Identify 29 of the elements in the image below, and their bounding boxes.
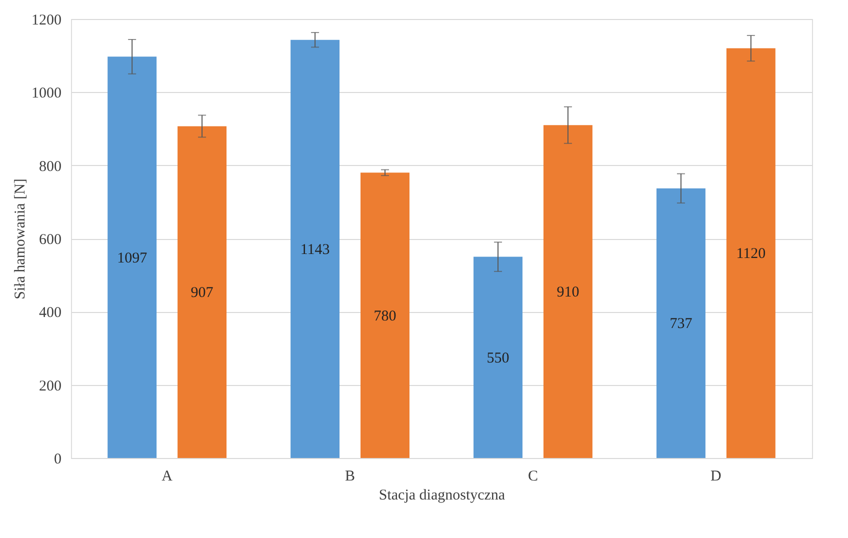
y-tick-label: 1200	[32, 12, 62, 28]
bar	[360, 172, 410, 458]
data-label: 1120	[736, 246, 766, 262]
x-axis-title: Stacja diagnostyczna	[378, 488, 506, 504]
y-tick-label: 600	[39, 232, 62, 248]
data-label: 780	[374, 308, 396, 324]
data-label: 1143	[300, 242, 330, 258]
x-tick-label: C	[528, 468, 538, 484]
bar	[290, 40, 340, 458]
y-tick-label: 0	[54, 452, 62, 468]
x-tick-label: B	[345, 468, 356, 484]
bar	[178, 126, 227, 458]
y-tick-label: 200	[39, 378, 62, 394]
y-tick-label: 1000	[32, 86, 62, 102]
bar	[108, 56, 157, 458]
bar	[543, 125, 592, 458]
bar	[726, 48, 776, 458]
bar	[474, 256, 522, 458]
data-label: 1097	[117, 250, 148, 266]
y-tick-label: 800	[39, 158, 62, 175]
bar	[656, 188, 706, 458]
x-tick-label: D	[710, 468, 722, 484]
data-label: 737	[670, 316, 693, 332]
data-label: 907	[190, 285, 214, 302]
y-axis-title: Siła hamowania [N]	[12, 178, 28, 300]
y-tick-label: 400	[39, 305, 62, 322]
data-label: 550	[486, 350, 510, 366]
data-label: 910	[556, 284, 580, 301]
x-tick-label: A	[162, 468, 173, 484]
